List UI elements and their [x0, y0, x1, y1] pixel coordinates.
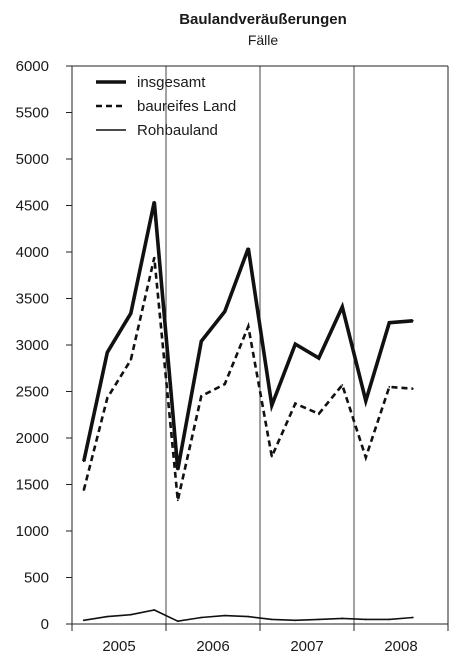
- data-point-s1-13: [388, 386, 391, 388]
- data-point-s0-14: [411, 319, 414, 322]
- data-point-s2-4: [176, 620, 179, 623]
- legend-label-1: baureifes Land: [137, 98, 236, 115]
- y-tick-label-5500: 5500: [16, 105, 49, 122]
- data-point-s0-1: [106, 351, 109, 354]
- data-point-s0-0: [82, 460, 85, 463]
- data-point-s2-11: [341, 617, 344, 620]
- y-tick-labels: 0 500 1000 1500 2000 2500 3000 3500 4000 4500 5000…: [16, 58, 72, 633]
- data-point-s0-5: [200, 340, 203, 343]
- data-point-s0-8: [270, 404, 273, 407]
- data-point-s0-11: [341, 306, 344, 308]
- y-tick-label-2000: 2000: [16, 430, 49, 447]
- data-point-s1-0: [82, 489, 85, 491]
- series-group: [82, 200, 414, 623]
- data-point-s1-12: [364, 456, 367, 459]
- data-point-s2-13: [388, 618, 391, 621]
- data-point-s1-8: [270, 455, 273, 458]
- legend: insgesamt baureifes Land Rohbauland: [96, 74, 236, 139]
- x-tick-labels: 2005 2006 2007 2008: [71, 624, 449, 655]
- y-tick-label-500: 500: [24, 570, 49, 587]
- legend-label-0: insgesamt: [137, 74, 206, 91]
- chart-subtitle: Fälle: [248, 32, 279, 48]
- data-point-s1-1: [106, 397, 109, 399]
- data-point-s1-14: [411, 387, 414, 390]
- y-tick-label-2500: 2500: [16, 384, 49, 401]
- y-tick-label-4000: 4000: [16, 244, 49, 261]
- data-point-s0-4: [176, 468, 179, 471]
- legend-label-2: Rohbauland: [137, 122, 218, 139]
- data-point-s1-11: [341, 384, 344, 386]
- data-point-s1-9: [294, 402, 297, 405]
- y-tick-label-1000: 1000: [16, 523, 49, 540]
- data-point-s1-4: [176, 499, 179, 502]
- series-line-0: [82, 201, 413, 470]
- data-point-s2-0: [82, 619, 85, 622]
- series-line-2: [83, 609, 413, 623]
- data-point-s2-10: [317, 618, 320, 621]
- data-point-s1-6: [223, 383, 226, 385]
- y-tick-label-3000: 3000: [16, 337, 49, 354]
- data-point-s1-2: [129, 359, 132, 361]
- data-point-s0-12: [364, 399, 367, 402]
- x-tick-label-2007: 2007: [290, 638, 323, 655]
- data-point-s0-10: [317, 357, 320, 359]
- data-point-s2-5: [200, 616, 203, 619]
- data-point-s0-2: [129, 312, 132, 315]
- x-tick-label-2006: 2006: [196, 638, 229, 655]
- x-tick-label-2005: 2005: [102, 638, 135, 655]
- data-point-s1-5: [200, 395, 203, 397]
- chart-title: Baulandveräußerungen: [179, 11, 347, 28]
- data-point-s2-7: [247, 615, 250, 618]
- data-point-s1-7: [247, 325, 250, 328]
- y-tick-label-1500: 1500: [16, 477, 49, 494]
- data-point-s2-1: [106, 615, 109, 618]
- data-point-s0-13: [388, 321, 391, 324]
- data-point-s2-2: [129, 613, 132, 616]
- data-point-s2-6: [223, 614, 226, 617]
- data-point-s0-3: [153, 200, 156, 203]
- data-point-s2-14: [411, 616, 414, 619]
- data-point-s1-10: [317, 412, 320, 415]
- y-tick-label-0: 0: [41, 616, 49, 633]
- y-tick-label-5000: 5000: [16, 151, 49, 168]
- data-point-s2-3: [153, 609, 156, 611]
- data-point-s0-7: [247, 247, 250, 250]
- data-point-s2-12: [364, 618, 367, 621]
- data-point-s1-3: [153, 256, 156, 259]
- y-tick-label-4500: 4500: [16, 198, 49, 215]
- data-point-s0-9: [294, 343, 297, 345]
- y-tick-label-6000: 6000: [16, 58, 49, 75]
- x-tick-label-2008: 2008: [384, 638, 417, 655]
- y-tick-label-3500: 3500: [16, 291, 49, 308]
- data-point-s2-8: [270, 618, 273, 621]
- data-point-s2-9: [294, 619, 297, 622]
- data-point-s0-6: [223, 310, 226, 313]
